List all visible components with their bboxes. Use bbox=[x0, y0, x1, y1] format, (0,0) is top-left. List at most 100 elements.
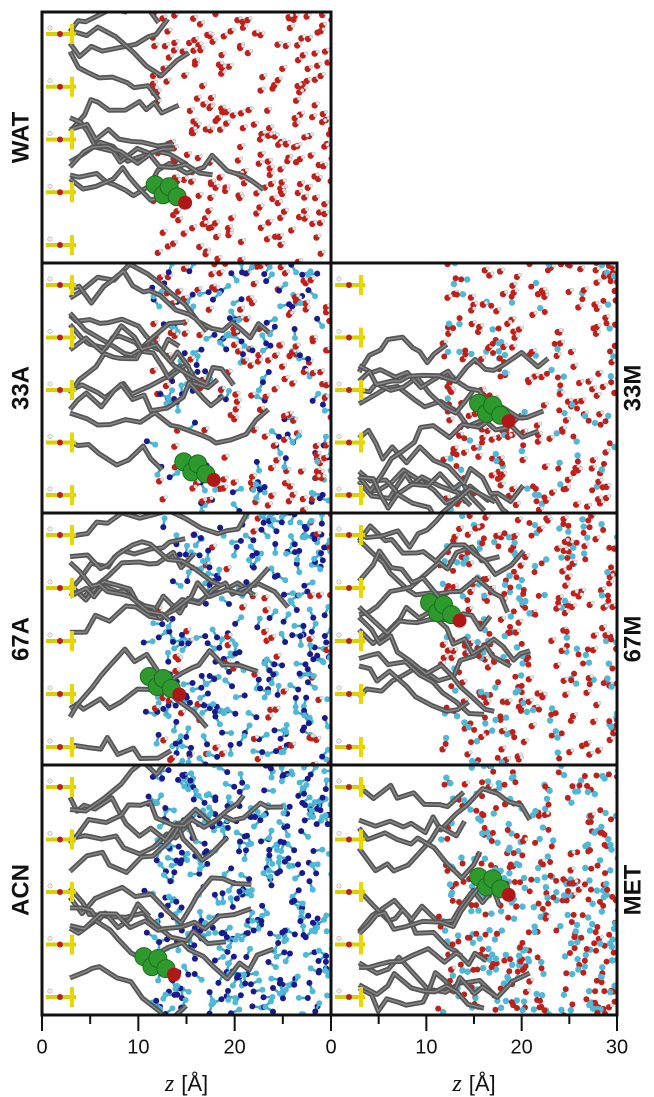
met-carbon bbox=[532, 492, 538, 498]
water-oxygen bbox=[332, 200, 338, 206]
acn-nitrogen bbox=[320, 402, 326, 408]
water-hydrogen bbox=[237, 406, 241, 410]
met-carbon bbox=[561, 410, 567, 416]
acn-carbon bbox=[324, 992, 330, 998]
acn-nitrogen bbox=[183, 734, 189, 740]
met-oxygen bbox=[510, 729, 516, 735]
met-carbon bbox=[568, 1007, 574, 1013]
met-oxygen bbox=[527, 888, 533, 894]
water-hydrogen bbox=[334, 206, 338, 210]
met-oxygen bbox=[608, 636, 614, 642]
water-hydrogen bbox=[504, 471, 508, 475]
acn-carbon bbox=[161, 872, 167, 878]
acn-carbon bbox=[233, 642, 239, 648]
acn-nitrogen bbox=[301, 583, 307, 589]
water-hydrogen bbox=[336, 208, 340, 212]
acn-nitrogen bbox=[267, 343, 273, 349]
met-oxygen bbox=[495, 679, 501, 685]
acn-carbon bbox=[226, 388, 232, 394]
met-carbon bbox=[554, 430, 560, 436]
acn-carbon bbox=[156, 304, 162, 310]
met-carbon bbox=[460, 291, 466, 297]
water-hydrogen bbox=[239, 348, 243, 352]
analyte-oxygen bbox=[207, 473, 221, 487]
acn-carbon bbox=[290, 439, 296, 445]
water-hydrogen bbox=[504, 596, 508, 600]
acn-carbon bbox=[315, 861, 321, 867]
acn-carbon bbox=[206, 805, 212, 811]
met-oxygen bbox=[556, 769, 562, 775]
acn-carbon bbox=[226, 960, 232, 966]
water-hydrogen bbox=[322, 27, 326, 31]
water-hydrogen bbox=[158, 89, 162, 93]
water-hydrogen bbox=[567, 417, 571, 421]
acn-carbon bbox=[308, 518, 314, 524]
hydrogen-atom bbox=[48, 831, 52, 835]
panel-label: 67M bbox=[619, 616, 646, 663]
met-carbon bbox=[586, 659, 592, 665]
acn-nitrogen bbox=[322, 715, 328, 721]
water-hydrogen bbox=[154, 367, 158, 371]
met-carbon bbox=[456, 349, 462, 355]
acn-nitrogen bbox=[175, 777, 181, 783]
acn-carbon bbox=[195, 353, 201, 359]
acn-nitrogen bbox=[315, 916, 321, 922]
water-hydrogen bbox=[311, 734, 315, 738]
acn-nitrogen bbox=[210, 297, 216, 303]
water-hydrogen bbox=[301, 155, 305, 159]
acn-nitrogen bbox=[212, 709, 218, 715]
met-carbon bbox=[583, 652, 589, 658]
acn-carbon bbox=[228, 751, 234, 757]
acn-nitrogen bbox=[273, 528, 279, 534]
acn-carbon bbox=[285, 832, 291, 838]
water-hydrogen bbox=[601, 410, 605, 414]
met-oxygen bbox=[473, 808, 479, 814]
acn-nitrogen bbox=[226, 601, 232, 607]
water-hydrogen bbox=[566, 609, 570, 613]
water-hydrogen bbox=[261, 406, 265, 410]
water-hydrogen bbox=[598, 323, 602, 327]
water-hydrogen bbox=[325, 454, 329, 458]
met-oxygen bbox=[512, 779, 518, 785]
acn-nitrogen bbox=[219, 930, 225, 936]
acn-nitrogen bbox=[243, 954, 249, 960]
water-hydrogen bbox=[250, 106, 254, 110]
water-hydrogen bbox=[259, 755, 263, 759]
hydrogen-atom bbox=[337, 779, 341, 783]
water-hydrogen bbox=[314, 220, 318, 224]
water-hydrogen bbox=[222, 386, 226, 390]
acn-carbon bbox=[265, 533, 271, 539]
water-hydrogen bbox=[594, 646, 598, 650]
water-hydrogen bbox=[318, 234, 322, 238]
acn-nitrogen bbox=[153, 998, 159, 1004]
met-carbon bbox=[519, 448, 525, 454]
water-hydrogen bbox=[273, 634, 277, 638]
met-oxygen bbox=[486, 631, 492, 637]
met-oxygen bbox=[497, 713, 503, 719]
met-oxygen bbox=[482, 932, 488, 938]
acn-carbon bbox=[236, 1007, 242, 1013]
water-hydrogen bbox=[588, 689, 592, 693]
water-hydrogen bbox=[279, 76, 283, 80]
acn-nitrogen bbox=[252, 814, 258, 820]
water-hydrogen bbox=[260, 160, 264, 164]
water-hydrogen bbox=[242, 110, 246, 114]
acn-carbon bbox=[171, 646, 177, 652]
water-hydrogen bbox=[207, 250, 211, 254]
met-carbon bbox=[558, 554, 564, 560]
acn-nitrogen bbox=[243, 579, 249, 585]
water-hydrogen bbox=[274, 195, 278, 199]
acn-carbon bbox=[282, 577, 288, 583]
met-carbon bbox=[521, 409, 527, 415]
met-oxygen bbox=[499, 460, 505, 466]
met-carbon bbox=[440, 581, 446, 587]
met-oxygen bbox=[575, 458, 581, 464]
water-hydrogen bbox=[279, 41, 283, 45]
acn-nitrogen bbox=[307, 651, 313, 657]
acn-nitrogen bbox=[322, 633, 328, 639]
water-hydrogen bbox=[302, 468, 306, 472]
acn-nitrogen bbox=[230, 489, 236, 495]
met-carbon bbox=[599, 466, 605, 472]
met-carbon bbox=[478, 689, 484, 695]
water-hydrogen bbox=[304, 495, 308, 499]
